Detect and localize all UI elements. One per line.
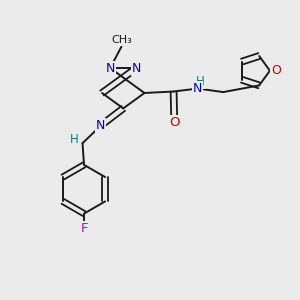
Text: H: H [196, 76, 205, 88]
Text: N: N [132, 61, 141, 75]
Text: CH₃: CH₃ [111, 35, 132, 45]
Text: O: O [271, 64, 281, 77]
Text: N: N [106, 61, 115, 75]
Text: N: N [96, 119, 105, 132]
Text: H: H [70, 133, 79, 146]
Text: O: O [169, 116, 179, 129]
Text: F: F [80, 222, 88, 235]
Text: N: N [193, 82, 202, 95]
